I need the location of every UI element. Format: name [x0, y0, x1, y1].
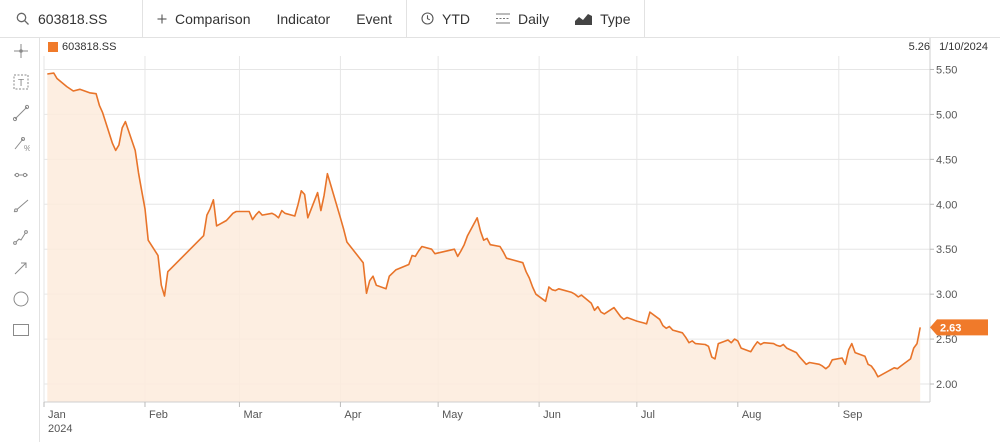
chart-legend: 603818.SS: [48, 41, 116, 53]
ray-icon: [14, 172, 28, 178]
comparison-button[interactable]: Comparison: [157, 11, 250, 27]
tool-crosshair[interactable]: [12, 42, 30, 60]
y-tick-label: 3.50: [936, 244, 957, 256]
arrow-icon: [14, 262, 27, 275]
tool-fibonacci[interactable]: %: [12, 135, 30, 153]
svg-text:%: %: [24, 144, 30, 153]
rectangle-icon: [13, 324, 29, 336]
y-tick-label: 4.50: [936, 154, 957, 166]
tool-arrow[interactable]: [12, 259, 30, 277]
y-tick-label: 4.00: [936, 199, 957, 211]
last-price-value: 2.63: [940, 322, 961, 334]
symbol-input[interactable]: 603818.SS: [38, 10, 108, 27]
last-price-tag: 2.63: [930, 319, 988, 336]
indicator-label: Indicator: [276, 10, 331, 27]
x-tick-label: May: [442, 409, 463, 421]
x-tick-label: Apr: [344, 409, 361, 421]
chart-type-label: Type: [600, 10, 631, 27]
interval-icon: [496, 13, 510, 24]
symbol-search[interactable]: 603818.SS: [0, 0, 143, 38]
svg-text:T: T: [18, 78, 24, 89]
y-axis-ticks: 2.00 2.50 3.00 3.50 4.00 4.50 5.00 5.50: [930, 64, 957, 391]
fib-icon: %: [14, 137, 30, 153]
y-tick-label: 5.50: [936, 64, 957, 76]
clock-icon: [421, 12, 434, 25]
interval-button[interactable]: Daily: [496, 11, 549, 27]
chart-toolbar: 603818.SS Comparison Indicator Event YTD…: [0, 0, 1000, 38]
tool-circle[interactable]: [12, 290, 30, 308]
crosshair-icon: [14, 44, 28, 58]
channel-icon: [13, 230, 28, 245]
chart-type-button[interactable]: Type: [575, 11, 630, 27]
legend-swatch: [48, 42, 58, 52]
trend-icon: [13, 199, 29, 213]
y-tick-label: 5.00: [936, 109, 957, 121]
x-tick-label: Mar: [243, 409, 262, 421]
x-tick-label: Sep: [843, 409, 863, 421]
tool-line[interactable]: [12, 104, 30, 122]
tool-rectangle[interactable]: [12, 321, 30, 339]
crosshair-readout: 5.26 1/10/2024: [903, 41, 988, 53]
price-chart[interactable]: 2.00 2.50 3.00 3.50 4.00 4.50 5.00 5.50 Jan 2024…: [40, 38, 1000, 442]
x-tick-label: Aug: [742, 409, 762, 421]
search-icon: [16, 12, 29, 25]
x-axis-ticks: Jan 2024 Feb Mar Apr May Jun Jul Aug Sep: [43, 402, 863, 435]
drawing-tools: T %: [0, 38, 40, 442]
readout-date: 1/10/2024: [939, 41, 988, 53]
range-label: YTD: [442, 10, 470, 27]
y-tick-label: 2.50: [936, 334, 957, 346]
event-label: Event: [356, 10, 392, 27]
last-price-tag-shape: [930, 319, 988, 336]
x-tick-label: Feb: [149, 409, 168, 421]
plus-icon: [157, 14, 167, 23]
x-tick-label: Jun: [543, 409, 561, 421]
interval-label: Daily: [518, 10, 550, 27]
y-tick-label: 3.00: [936, 289, 957, 301]
tool-text[interactable]: T: [12, 73, 30, 91]
event-button[interactable]: Event: [356, 11, 392, 27]
circle-icon: [13, 291, 29, 307]
chart-area[interactable]: 2.00 2.50 3.00 3.50 4.00 4.50 5.00 5.50 Jan 2024…: [40, 38, 1000, 442]
tool-ray[interactable]: [12, 166, 30, 184]
tool-channel[interactable]: [12, 228, 30, 246]
readout-price: 5.26: [908, 41, 930, 53]
toolbar-group-view: YTD Daily Type: [407, 0, 646, 38]
legend-symbol: 603818.SS: [62, 41, 117, 53]
x-tick-year: 2024: [48, 423, 72, 435]
area-chart-icon: [575, 13, 593, 25]
x-tick-label: Jan: [48, 409, 66, 421]
comparison-label: Comparison: [175, 10, 251, 27]
line-icon: [12, 104, 30, 122]
range-button[interactable]: YTD: [421, 11, 470, 27]
tool-trend[interactable]: [12, 197, 30, 215]
indicator-button[interactable]: Indicator: [276, 11, 330, 27]
x-tick-label: Jul: [641, 409, 655, 421]
price-line: [47, 72, 921, 378]
text-icon: T: [13, 74, 29, 90]
toolbar-group-overlays: Comparison Indicator Event: [143, 0, 407, 38]
y-tick-label: 2.00: [936, 379, 957, 391]
price-area-fill: [47, 73, 921, 402]
